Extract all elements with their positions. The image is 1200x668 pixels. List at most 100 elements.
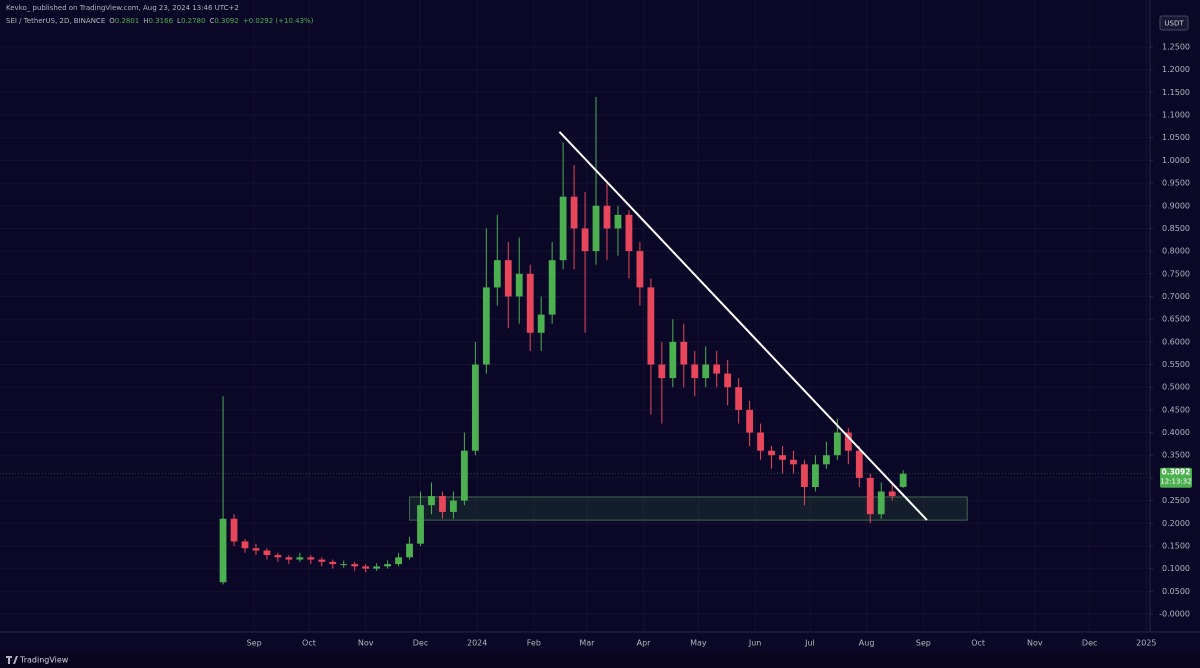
x-tick-label: Aug — [859, 639, 875, 648]
x-tick-label: Sep — [916, 639, 931, 648]
candle-body — [307, 557, 315, 560]
y-tick-label: 0.6500 — [1162, 315, 1190, 324]
x-tick-label: Nov — [358, 639, 374, 648]
y-tick-label: 0.2500 — [1162, 496, 1190, 505]
candle-body — [559, 196, 567, 261]
y-tick-label: 1.2000 — [1162, 65, 1190, 74]
candle-body — [625, 214, 633, 252]
y-tick-label: 0.9500 — [1162, 179, 1190, 188]
y-tick-label: 0.5500 — [1162, 360, 1190, 369]
candle-body — [362, 566, 370, 569]
symbol: SEI / TetherUS, 2D, BINANCE — [6, 17, 105, 25]
candle-body — [351, 564, 359, 567]
y-tick-label: 1.2500 — [1162, 43, 1190, 52]
y-tick-label: 0.1500 — [1162, 541, 1190, 550]
y-tick-label: 0.3500 — [1162, 451, 1190, 460]
symbol-legend: SEI / TetherUS, 2D, BINANCE O0.2801 H0.316… — [6, 17, 314, 25]
x-tick-label: Sep — [247, 639, 262, 648]
candle-body — [899, 473, 907, 487]
candle-body — [658, 364, 666, 379]
x-tick-label: Feb — [527, 639, 541, 648]
countdown: 12:13:32 — [1160, 478, 1191, 486]
candle-body — [735, 387, 743, 410]
candle-body — [515, 273, 523, 297]
candle-body — [691, 364, 699, 379]
y-tick-label: 0.5000 — [1162, 383, 1190, 392]
candle-body — [757, 432, 764, 451]
candle-body — [790, 459, 797, 465]
x-tick-label: 2024 — [467, 639, 487, 648]
candle-body — [779, 455, 786, 460]
candle-body — [855, 450, 863, 478]
candle-body — [680, 341, 688, 365]
candle-body — [384, 564, 391, 567]
y-tick-label: 1.1500 — [1162, 88, 1190, 97]
support-zone — [409, 496, 968, 521]
candle-body — [450, 500, 457, 512]
y-tick-label: -0.0000 — [1159, 610, 1190, 619]
plot — [0, 96, 1150, 585]
candle-body — [537, 314, 545, 333]
candle-body — [592, 205, 600, 252]
trendline — [558, 131, 928, 521]
candle-body — [428, 496, 435, 506]
y-tick-label: 1.0000 — [1162, 156, 1190, 165]
tv-logo — [6, 656, 18, 664]
candle-body — [724, 373, 732, 388]
candle-body — [417, 505, 424, 544]
x-tick-label: Mar — [579, 639, 595, 648]
currency-box[interactable] — [1159, 15, 1189, 31]
candle-body — [833, 432, 841, 456]
candle-body — [746, 409, 754, 433]
candle-body — [373, 566, 381, 569]
candle-body — [471, 364, 479, 451]
candle-body — [768, 450, 775, 456]
candle-body — [340, 564, 348, 566]
x-tick-label: Nov — [1027, 639, 1043, 648]
candle-body — [241, 541, 249, 549]
candle-body — [636, 251, 644, 288]
candle-body — [713, 364, 721, 374]
y-tick-label: 0.9000 — [1162, 201, 1190, 210]
x-tick-label: May — [690, 639, 707, 648]
candle-body — [526, 273, 534, 333]
change: +0.0292 (+10.43%) — [243, 17, 314, 25]
candle-body — [822, 455, 830, 465]
candle-body — [296, 557, 304, 560]
axes: -0.0000 0.0500 0.1000 0.1500 0.2000 0.2500 0.3… — [247, 43, 1192, 648]
candle-body — [406, 543, 413, 558]
candle-body — [439, 496, 446, 512]
candle-body — [888, 491, 896, 497]
x-tick-label: Jun — [748, 639, 762, 648]
candle-body — [460, 450, 468, 501]
candle-body — [844, 432, 852, 451]
x-tick-label: Oct — [302, 639, 316, 648]
ohlc-key: O — [109, 17, 115, 25]
candle-body — [395, 557, 402, 565]
currency[interactable]: USDT — [1164, 20, 1184, 28]
footer-bar — [0, 652, 1200, 668]
candle-body — [318, 559, 326, 562]
candle-body — [669, 341, 677, 379]
publisher: Kevko_ published on TradingView.com, Aug… — [6, 4, 239, 12]
y-tick-label: 1.1000 — [1162, 111, 1190, 120]
candle-body — [570, 196, 578, 229]
candle-body — [219, 518, 227, 583]
candle-body — [493, 260, 501, 288]
y-tick-label: 0.6000 — [1162, 337, 1190, 346]
candle-body — [230, 518, 238, 542]
grid — [0, 0, 1150, 632]
candle-body — [285, 557, 293, 560]
candle-body — [866, 477, 874, 515]
price-label: 0.3092 — [1162, 468, 1191, 477]
y-tick-label: 0.1000 — [1162, 564, 1190, 573]
x-tick-label: Jul — [804, 639, 815, 648]
x-tick-label: Oct — [971, 639, 985, 648]
ohlc-value: 0.3092 — [214, 17, 239, 25]
candle-body — [482, 287, 490, 365]
x-tick-label: Dec — [413, 639, 428, 648]
candle-body — [263, 550, 271, 556]
candle-body — [548, 260, 556, 315]
